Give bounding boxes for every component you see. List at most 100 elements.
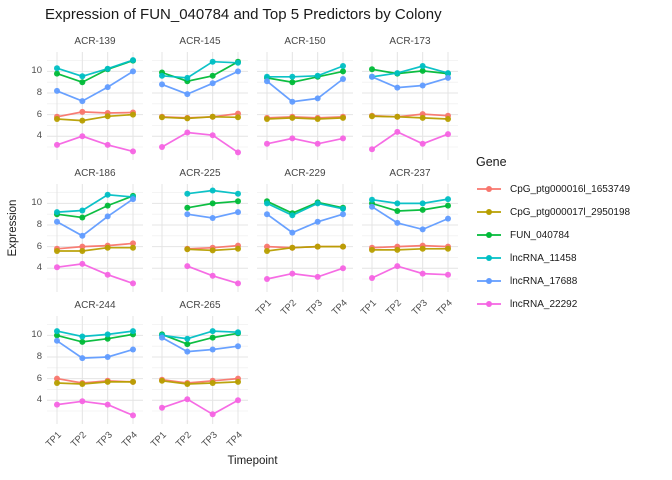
point-lncRNA_11458 [314, 72, 321, 79]
point-lncRNA_11458 [159, 72, 165, 79]
point-lncRNA_17688 [130, 196, 136, 203]
point-lncRNA_17688 [54, 337, 60, 344]
point-lncRNA_17688 [184, 91, 191, 98]
point-lncRNA_11458 [235, 190, 241, 197]
point-FUN_040784 [54, 70, 60, 77]
point-CpG_ptg000017l_2950198 [419, 114, 426, 121]
point-lncRNA_17688 [394, 219, 401, 226]
point-CpG_ptg000017l_2950198 [79, 117, 86, 124]
facet-panel-ACR-225 [152, 184, 248, 292]
point-lncRNA_17688 [184, 348, 191, 355]
line-lncRNA_22292 [56, 400, 134, 417]
legend-key-icon [477, 255, 501, 261]
point-lncRNA_17688 [235, 343, 241, 350]
point-lncRNA_22292 [54, 141, 60, 148]
legend-item: CpG_ptg000017l_2950198 [476, 204, 630, 220]
point-lncRNA_11458 [209, 58, 216, 65]
point-lncRNA_11458 [209, 328, 216, 335]
line-lncRNA_17688 [161, 336, 239, 353]
point-lncRNA_22292 [445, 131, 451, 138]
line-lncRNA_11458 [266, 202, 344, 217]
x-tick-label: TP3 [199, 429, 220, 450]
line-lncRNA_17688 [371, 76, 449, 89]
legend: Gene CpG_ptg000016l_1653749 CpG_ptg000017… [476, 155, 630, 319]
legend-key-icon [477, 232, 501, 238]
line-FUN_040784 [266, 70, 344, 84]
point-CpG_ptg000017l_2950198 [235, 245, 241, 252]
point-lncRNA_22292 [104, 401, 111, 408]
x-tick-label: TP2 [279, 297, 300, 318]
point-lncRNA_22292 [314, 273, 321, 280]
legend-key-icon [477, 186, 501, 192]
point-lncRNA_22292 [79, 133, 86, 140]
line-lncRNA_11458 [161, 60, 239, 79]
legend-label: CpG_ptg000016l_1653749 [510, 183, 631, 195]
line-lncRNA_17688 [56, 198, 134, 237]
legend-item: lncRNA_17688 [476, 273, 630, 289]
point-lncRNA_11458 [264, 73, 270, 80]
facet-title: ACR-139 [74, 36, 116, 47]
point-CpG_ptg000017l_2950198 [209, 380, 216, 386]
y-tick-label: 10 [31, 197, 42, 209]
point-CpG_ptg000017l_2950198 [235, 378, 241, 385]
point-lncRNA_22292 [184, 396, 191, 403]
point-FUN_040784 [394, 208, 401, 214]
point-lncRNA_22292 [289, 135, 296, 142]
line-FUN_040784 [56, 195, 134, 219]
point-CpG_ptg000016l_1653749 [130, 240, 136, 247]
x-tick-label: TP3 [304, 297, 325, 318]
point-lncRNA_22292 [130, 148, 136, 155]
point-FUN_040784 [235, 198, 241, 205]
y-tick-label: 10 [31, 329, 42, 341]
facet-title: ACR-229 [284, 168, 326, 179]
point-lncRNA_22292 [394, 128, 401, 135]
point-lncRNA_17688 [159, 334, 165, 341]
point-lncRNA_22292 [104, 271, 111, 278]
point-lncRNA_17688 [340, 76, 346, 82]
point-CpG_ptg000016l_1653749 [79, 108, 86, 115]
point-lncRNA_22292 [159, 404, 165, 411]
line-FUN_040784 [56, 333, 134, 343]
x-tick-label: TP3 [409, 297, 430, 318]
line-FUN_040784 [161, 332, 239, 345]
line-CpG_ptg000017l_2950198 [372, 247, 448, 251]
point-lncRNA_11458 [419, 63, 426, 69]
point-lncRNA_11458 [104, 191, 111, 198]
point-lncRNA_22292 [289, 270, 296, 277]
point-FUN_040784 [54, 332, 60, 339]
legend-key-icon [477, 301, 501, 307]
facet-panel-ACR-229 [257, 184, 353, 292]
point-lncRNA_17688 [369, 203, 375, 210]
x-tick-label: TP2 [69, 429, 90, 450]
point-CpG_ptg000017l_2950198 [79, 248, 86, 254]
point-lncRNA_22292 [340, 265, 346, 272]
line-lncRNA_11458 [267, 65, 344, 78]
line-lncRNA_11458 [56, 59, 134, 78]
point-lncRNA_17688 [314, 218, 321, 225]
point-CpG_ptg000017l_2950198 [314, 243, 321, 250]
facet-title: ACR-173 [389, 36, 431, 47]
line-CpG_ptg000017l_2950198 [161, 115, 239, 120]
facet-panel-ACR-265 [152, 316, 248, 424]
point-lncRNA_22292 [369, 275, 375, 281]
line-lncRNA_17688 [161, 70, 239, 96]
point-lncRNA_17688 [419, 226, 426, 233]
point-lncRNA_11458 [104, 331, 111, 338]
point-CpG_ptg000017l_2950198 [130, 378, 136, 385]
line-lncRNA_22292 [371, 130, 449, 150]
point-lncRNA_17688 [104, 213, 111, 220]
point-FUN_040784 [340, 68, 346, 75]
point-lncRNA_17688 [289, 229, 296, 236]
point-lncRNA_22292 [79, 398, 86, 405]
point-CpG_ptg000017l_2950198 [54, 380, 60, 386]
facet-title: ACR-237 [389, 168, 431, 179]
facet-title: ACR-186 [74, 168, 116, 179]
point-lncRNA_11458 [394, 200, 401, 207]
point-lncRNA_17688 [104, 84, 111, 91]
legend-title: Gene [476, 155, 507, 169]
point-lncRNA_22292 [314, 140, 321, 147]
line-CpG_ptg000017l_2950198 [57, 246, 133, 252]
line-CpG_ptg000017l_2950198 [266, 117, 344, 120]
line-lncRNA_22292 [161, 398, 239, 416]
legend-item: lncRNA_11458 [476, 250, 630, 266]
